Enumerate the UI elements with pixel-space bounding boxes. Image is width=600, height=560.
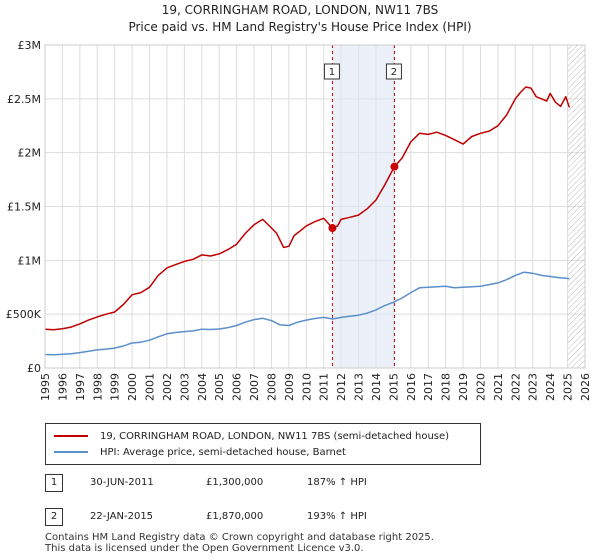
x-tick-label: 2024	[544, 373, 557, 401]
x-tick-label: 2004	[196, 373, 209, 401]
x-tick-label: 2009	[283, 373, 296, 401]
x-tick-label: 2018	[440, 373, 453, 401]
sale-hpi-change: 187% ↑ HPI	[307, 477, 367, 488]
sale-date: 22-JAN-2015	[90, 511, 154, 522]
chart-legend: 19, CORRINGHAM ROAD, LONDON, NW11 7BS (s…	[45, 423, 481, 465]
y-tick-label: £1M	[18, 254, 42, 267]
x-tick-label: 2012	[335, 373, 348, 401]
x-tick-label: 1997	[74, 373, 87, 401]
x-tick-label: 2021	[492, 373, 505, 401]
legend-label-hpi: HPI: Average price, semi-detached house,…	[100, 446, 346, 458]
x-tick-label: 2026	[579, 373, 592, 401]
x-tick-label: 2006	[231, 373, 244, 401]
sale-point	[390, 162, 399, 171]
x-tick-label: 2022	[509, 373, 522, 401]
x-tick-label: 2017	[422, 373, 435, 401]
x-tick-label: 2015	[387, 373, 400, 401]
x-tick-label: 1999	[109, 373, 122, 401]
sale-point	[328, 224, 337, 233]
x-tick-label: 1995	[39, 373, 52, 401]
sale-number-badge: 1	[45, 474, 63, 492]
x-tick-label: 2025	[562, 373, 575, 401]
x-tick-label: 2019	[457, 373, 470, 401]
legend-item-hpi: HPI: Average price, semi-detached house,…	[54, 445, 346, 459]
x-tick-label: 2014	[370, 373, 383, 401]
legend-label-property: 19, CORRINGHAM ROAD, LONDON, NW11 7BS (s…	[100, 430, 450, 442]
x-tick-label: 2013	[353, 373, 366, 401]
y-tick-label: £0	[27, 362, 41, 375]
x-tick-label: 1998	[91, 373, 104, 401]
y-tick-label: £2M	[18, 147, 42, 160]
x-tick-label: 2002	[161, 373, 174, 401]
y-tick-label: £2.5M	[7, 93, 41, 106]
y-tick-label: £500K	[6, 308, 42, 321]
y-tick-label: £3M	[18, 39, 42, 52]
legend-item-property: 19, CORRINGHAM ROAD, LONDON, NW11 7BS (s…	[54, 429, 449, 443]
x-tick-label: 2010	[300, 373, 313, 401]
sale-price: £1,300,000	[206, 477, 264, 488]
x-tick-label: 1996	[56, 373, 69, 401]
property-price-line	[44, 86, 571, 331]
x-tick-label: 2007	[248, 373, 261, 401]
legend-swatch-property	[54, 435, 88, 437]
x-tick-label: 2003	[178, 373, 191, 401]
y-tick-label: £1.5M	[7, 201, 41, 214]
x-tick-label: 2008	[265, 373, 278, 401]
sale-marker-box	[385, 63, 402, 80]
x-tick-label: 2020	[474, 373, 487, 401]
hpi-line	[44, 271, 570, 356]
x-tick-label: 2016	[405, 373, 418, 401]
chart-title-line2: Price paid vs. HM Land Registry's House …	[128, 20, 472, 34]
price-chart: 1 2 £0 £500K £1M £1.5M £2M £2.5M £3M 1995 1996 199…	[6, 39, 592, 401]
x-tick-label: 2000	[126, 373, 139, 401]
sale-price: £1,870,000	[206, 511, 264, 522]
chart-title-line1: 19, CORRINGHAM ROAD, LONDON, NW11 7BS	[161, 3, 439, 17]
x-tick-label: 2011	[318, 373, 331, 401]
legend-swatch-hpi	[54, 451, 88, 453]
x-tick-label: 2005	[213, 373, 226, 401]
sale-number-badge: 2	[45, 508, 63, 526]
footer-licence: This data is licensed under the Open Gov…	[45, 543, 364, 554]
future-hatch-area	[567, 45, 585, 368]
ownership-highlight-band	[332, 45, 395, 368]
sale-date: 30-JUN-2011	[90, 477, 154, 488]
sale-marker-box	[323, 63, 340, 80]
sale-marker-label: 2	[391, 67, 397, 78]
x-tick-label: 2001	[144, 373, 157, 401]
sale-hpi-change: 193% ↑ HPI	[307, 511, 367, 522]
sale-marker-label: 1	[329, 67, 335, 78]
x-tick-label: 2023	[527, 373, 540, 401]
footer-copyright: Contains HM Land Registry data © Crown c…	[45, 532, 434, 543]
plot-border	[44, 44, 586, 369]
